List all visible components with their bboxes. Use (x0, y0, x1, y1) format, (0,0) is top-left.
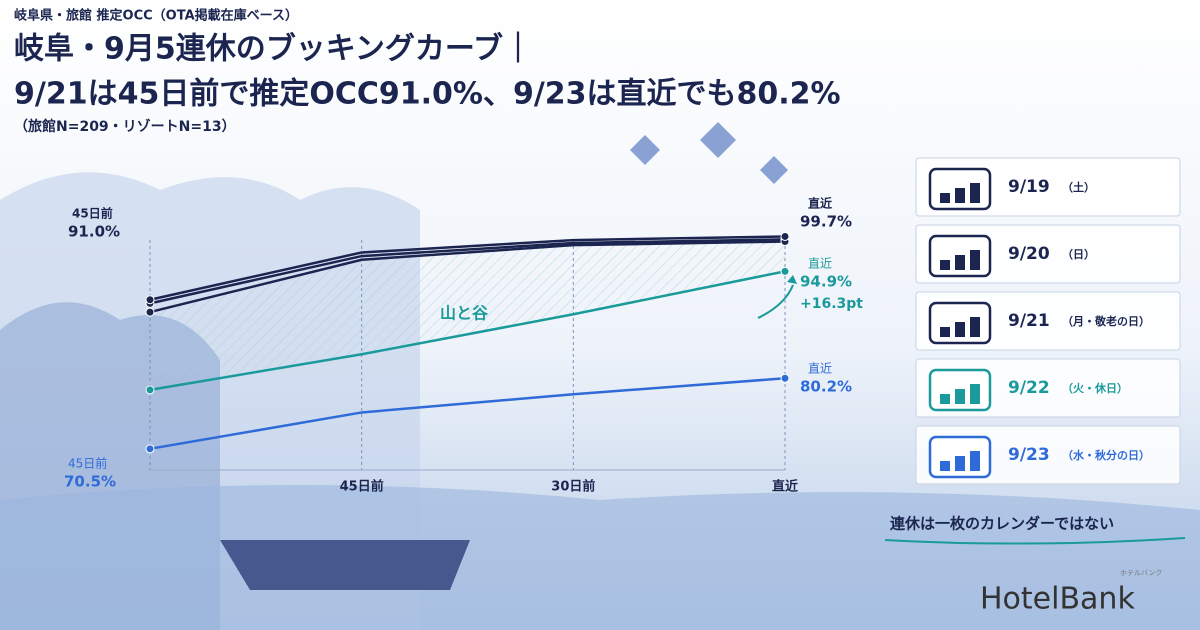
legend-label: 9/19 (1008, 177, 1050, 197)
annotation: +16.3pt (800, 296, 863, 312)
calendar-bar (955, 255, 965, 270)
x-tick-label: 30日前 (551, 479, 595, 495)
line (149, 240, 786, 314)
annotation: 直近 (808, 257, 832, 271)
point (145, 444, 155, 454)
river (0, 485, 1200, 630)
legend-note: （月・敬老の日） (1062, 314, 1150, 328)
legend-note: （土） (1062, 180, 1095, 194)
title: 岐阜・9月5連休のブッキングカーブ｜ (14, 32, 533, 67)
arrow (757, 284, 794, 319)
calendar-bar (970, 384, 980, 404)
calendar-bar (970, 317, 980, 337)
title: 9/21は45日前で推定OCC91.0%、9/23は直近でも80.2% (14, 77, 841, 112)
calendar-bar (970, 451, 980, 471)
arrow-head (787, 275, 797, 284)
value-label: 70.5% (64, 473, 116, 491)
calendar-bar (955, 456, 965, 471)
calendar-bar (970, 183, 980, 203)
annotation: 直近 (808, 196, 832, 211)
point (780, 266, 790, 276)
point (145, 307, 155, 317)
gap-area (150, 241, 785, 390)
calendar-bar (955, 188, 965, 203)
calendar-bar (940, 394, 950, 404)
underline (884, 537, 1186, 545)
calendar-bar (940, 260, 950, 270)
legend-note: （火・休日） (1062, 381, 1128, 395)
subtitle: （旅館N=209・リゾートN=13） (14, 118, 236, 135)
line (149, 377, 786, 451)
calendar-bar (955, 389, 965, 404)
calendar-bar (970, 250, 980, 270)
calendar-bar (940, 461, 950, 471)
legend-label: 9/22 (1008, 378, 1050, 398)
value-label: 94.9% (800, 273, 852, 291)
legend-label: 9/23 (1008, 445, 1050, 465)
calendar-bar (940, 327, 950, 337)
annotation: 直近 (808, 362, 832, 376)
line (149, 235, 786, 301)
annotation: 45日前 (72, 206, 113, 221)
point (780, 231, 790, 241)
calendar-bar (940, 193, 950, 203)
boat (220, 540, 470, 590)
x-tick-label: 45日前 (340, 479, 384, 495)
calendar-bar (955, 322, 965, 337)
x-tick-label: 直近 (772, 479, 798, 495)
logo-kana: ホテルバンク (1120, 569, 1162, 577)
value-label: 99.7% (800, 213, 852, 231)
annotation: 45日前 (68, 456, 107, 471)
legend-note: （日） (1062, 248, 1095, 261)
line (149, 270, 786, 392)
legend-label: 9/20 (1008, 244, 1050, 264)
annotation: 山と谷 (440, 304, 489, 323)
point (145, 385, 155, 395)
kicker: 岐阜県・旅館 推定OCC（OTA掲載在庫ベース） (14, 8, 298, 24)
value-label: 80.2% (800, 378, 852, 396)
point (145, 295, 155, 305)
maple-leaves (630, 122, 788, 184)
logo: HotelBank (980, 582, 1135, 617)
legend-note: （水・秋分の日） (1062, 448, 1150, 462)
legend-label: 9/21 (1008, 311, 1050, 331)
line (149, 238, 786, 305)
tagline: 連休は一枚のカレンダーではない (890, 515, 1114, 533)
point (780, 373, 790, 383)
value-label: 91.0% (68, 223, 120, 241)
